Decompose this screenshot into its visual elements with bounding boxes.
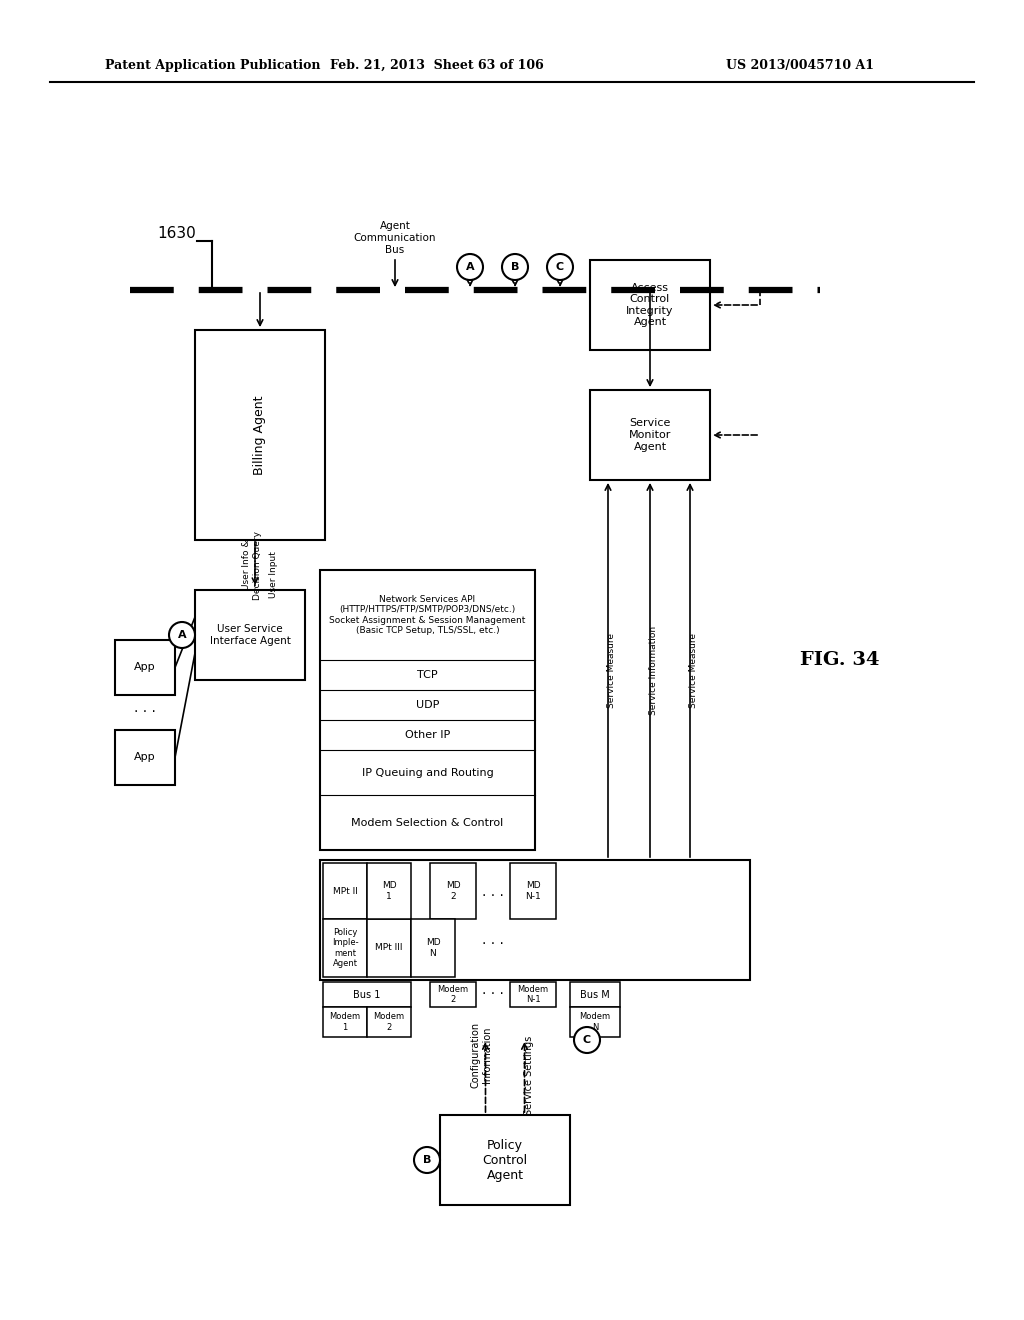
Text: Modem Selection & Control: Modem Selection & Control <box>351 817 504 828</box>
Text: Bus 1: Bus 1 <box>353 990 381 999</box>
Text: A: A <box>466 261 474 272</box>
Bar <box>323 919 367 977</box>
Text: · · ·: · · · <box>134 705 156 719</box>
Text: US 2013/0045710 A1: US 2013/0045710 A1 <box>726 58 874 71</box>
Text: FIG. 34: FIG. 34 <box>800 651 880 669</box>
Text: User Info &
Decision Query: User Info & Decision Query <box>243 531 262 599</box>
Bar <box>195 590 305 680</box>
Text: Policy
Imple-
ment
Agent: Policy Imple- ment Agent <box>332 928 358 968</box>
Text: A: A <box>178 630 186 640</box>
Text: Patent Application Publication: Patent Application Publication <box>105 58 321 71</box>
Text: B: B <box>511 261 519 272</box>
Bar <box>319 861 750 979</box>
Circle shape <box>502 253 528 280</box>
Text: MD
N: MD N <box>426 939 440 958</box>
Text: · · ·: · · · <box>482 888 504 903</box>
Bar <box>411 919 455 977</box>
Bar <box>323 1007 367 1038</box>
Circle shape <box>169 622 195 648</box>
Text: Access
Control
Integrity
Agent: Access Control Integrity Agent <box>627 282 674 327</box>
Circle shape <box>457 253 483 280</box>
Bar <box>590 260 710 350</box>
Bar <box>367 1007 411 1038</box>
Bar <box>440 1115 570 1205</box>
Text: Network Services API
(HTTP/HTTPS/FTP/SMTP/POP3/DNS/etc.)
Socket Assignment & Ses: Network Services API (HTTP/HTTPS/FTP/SMT… <box>330 595 525 635</box>
Text: MD
N-1: MD N-1 <box>525 882 541 900</box>
Text: TCP: TCP <box>417 671 438 680</box>
Text: Modem
N-1: Modem N-1 <box>517 985 549 1005</box>
Bar <box>430 982 476 1007</box>
Text: App: App <box>134 752 156 763</box>
Text: Configuration
Information: Configuration Information <box>471 1022 493 1088</box>
Text: · · ·: · · · <box>482 987 504 1002</box>
Bar <box>510 863 556 919</box>
Bar <box>195 330 325 540</box>
Text: Feb. 21, 2013  Sheet 63 of 106: Feb. 21, 2013 Sheet 63 of 106 <box>330 58 544 71</box>
Text: Bus M: Bus M <box>581 990 610 999</box>
Bar <box>115 730 175 785</box>
Bar <box>590 389 710 480</box>
Bar <box>510 982 556 1007</box>
Text: Other IP: Other IP <box>404 730 451 741</box>
Text: User Service
Interface Agent: User Service Interface Agent <box>210 624 291 645</box>
Text: Modem
1: Modem 1 <box>330 1012 360 1032</box>
Text: Modem
N: Modem N <box>580 1012 610 1032</box>
Text: Service Settings: Service Settings <box>523 1035 534 1114</box>
Text: Modem
2: Modem 2 <box>374 1012 404 1032</box>
Text: C: C <box>556 261 564 272</box>
Text: Agent
Communication
Bus: Agent Communication Bus <box>353 222 436 255</box>
Bar <box>115 640 175 696</box>
Text: Policy
Control
Agent: Policy Control Agent <box>482 1138 527 1181</box>
Text: MD
2: MD 2 <box>445 882 461 900</box>
Text: UDP: UDP <box>416 700 439 710</box>
Bar <box>319 570 535 850</box>
Bar <box>430 863 476 919</box>
Text: IP Queuing and Routing: IP Queuing and Routing <box>361 767 494 777</box>
Text: C: C <box>583 1035 591 1045</box>
Bar <box>367 919 411 977</box>
Text: Billing Agent: Billing Agent <box>254 395 266 475</box>
Bar <box>323 863 367 919</box>
Text: Modem
2: Modem 2 <box>437 985 469 1005</box>
Text: Service Information: Service Information <box>649 626 658 714</box>
Circle shape <box>547 253 573 280</box>
Text: MPt III: MPt III <box>375 944 402 953</box>
Text: Service Measure: Service Measure <box>689 632 698 708</box>
Circle shape <box>574 1027 600 1053</box>
Bar <box>570 982 620 1007</box>
Bar <box>323 982 411 1007</box>
Text: App: App <box>134 663 156 672</box>
Text: 1630: 1630 <box>157 226 196 240</box>
Bar <box>570 1007 620 1038</box>
Text: MPt II: MPt II <box>333 887 357 895</box>
Text: User Input: User Input <box>268 552 278 598</box>
Text: B: B <box>423 1155 431 1166</box>
Text: · · ·: · · · <box>482 937 504 950</box>
Text: Service Measure: Service Measure <box>607 632 616 708</box>
Bar <box>367 863 411 919</box>
Circle shape <box>414 1147 440 1173</box>
Text: Service
Monitor
Agent: Service Monitor Agent <box>629 418 671 451</box>
Text: MD
1: MD 1 <box>382 882 396 900</box>
